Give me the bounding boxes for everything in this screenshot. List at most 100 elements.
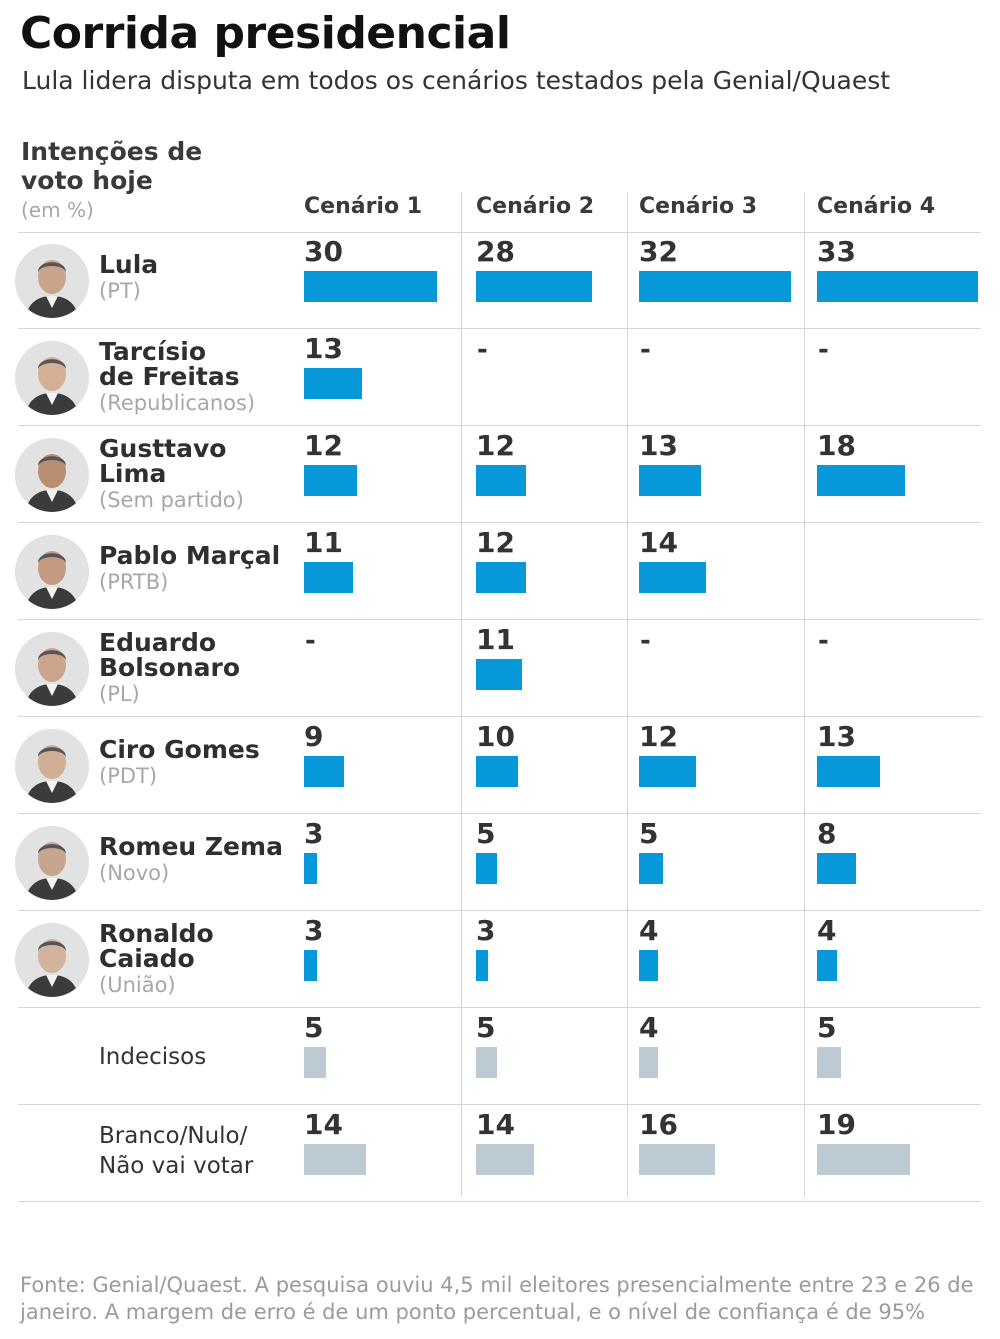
row-divider xyxy=(18,1104,981,1105)
bar xyxy=(476,853,497,884)
candidate-name-line: Ronaldo xyxy=(99,919,214,948)
bar xyxy=(817,1047,841,1078)
value-label: 14 xyxy=(639,526,678,559)
candidate-name-line: Caiado xyxy=(99,944,195,973)
value-label: 5 xyxy=(476,1011,496,1044)
value-label: 13 xyxy=(304,332,343,365)
caiado-photo-icon xyxy=(15,923,89,997)
bar xyxy=(304,1047,326,1078)
bar xyxy=(817,756,880,787)
source-note: Fonte: Genial/Quaest. A pesquisa ouviu 4… xyxy=(20,1273,974,1324)
row-label: Branco/Nulo/Não vai votar xyxy=(99,1121,253,1181)
lula-photo-icon xyxy=(15,244,89,318)
candidate-name-line: Lula xyxy=(99,250,159,279)
bar xyxy=(817,950,837,981)
bar xyxy=(476,465,526,496)
value-label: 30 xyxy=(304,235,343,268)
value-label: 10 xyxy=(476,720,515,753)
candidate-name-line: Bolsonaro xyxy=(99,653,241,682)
gusttavo-photo-icon xyxy=(15,438,89,512)
bar xyxy=(639,465,701,496)
no-data-dash: - xyxy=(818,626,829,656)
value-label: 12 xyxy=(476,429,515,462)
no-data-dash: - xyxy=(818,335,829,365)
candidate-party: (PDT) xyxy=(99,764,158,788)
value-label: 5 xyxy=(304,1011,324,1044)
candidate-party: (PT) xyxy=(99,279,141,303)
row-label-line: Não vai votar xyxy=(99,1153,254,1179)
value-label: 18 xyxy=(817,429,856,462)
candidate-name-line: de Freitas xyxy=(99,362,240,391)
bar xyxy=(476,1047,497,1078)
bar xyxy=(817,465,905,496)
bar xyxy=(639,950,658,981)
row-divider xyxy=(18,425,981,426)
bar xyxy=(304,368,362,399)
candidate-name-line: Gusttavo xyxy=(99,434,227,463)
value-label: 13 xyxy=(639,429,678,462)
bar xyxy=(476,1144,534,1175)
row-divider xyxy=(18,716,981,717)
candidate-name-line: Ciro Gomes xyxy=(99,735,260,764)
candidate-name: Tarcísio de Freitas xyxy=(99,339,240,389)
row-divider xyxy=(18,232,981,233)
value-label: 16 xyxy=(639,1108,678,1141)
value-label: 12 xyxy=(476,526,515,559)
candidate-name-line: Romeu Zema xyxy=(99,832,283,861)
bar xyxy=(476,756,518,787)
row-label-line: Indecisos xyxy=(99,1044,207,1070)
bar xyxy=(639,1047,658,1078)
candidate-party: (União) xyxy=(99,973,176,997)
candidate-name: Pablo Marçal xyxy=(99,543,280,568)
candidate-party: (Sem partido) xyxy=(99,488,244,512)
value-label: 8 xyxy=(817,817,837,850)
chart-subtitle: Lula lidera disputa em todos os cenários… xyxy=(22,66,891,95)
value-label: 5 xyxy=(639,817,659,850)
value-label: 33 xyxy=(817,235,856,268)
scenario-header-2: Cenário 2 xyxy=(476,194,595,219)
candidate-name: Romeu Zema xyxy=(99,834,283,859)
value-label: 3 xyxy=(304,817,324,850)
candidate-party: (PL) xyxy=(99,682,140,706)
bar xyxy=(639,562,706,593)
value-label: 12 xyxy=(304,429,343,462)
chart-title: Corrida presidencial xyxy=(20,8,511,59)
no-data-dash: - xyxy=(477,335,488,365)
zema-photo-icon xyxy=(15,826,89,900)
candidate-party: (Republicanos) xyxy=(99,391,256,415)
bar xyxy=(304,465,357,496)
row-divider xyxy=(18,910,981,911)
ciro-photo-icon xyxy=(15,729,89,803)
candidate-name: Eduardo Bolsonaro xyxy=(99,630,240,680)
value-label: 5 xyxy=(817,1011,837,1044)
marcal-photo-icon xyxy=(15,535,89,609)
y-axis-label: Intenções de voto hoje xyxy=(21,137,203,195)
row-label-line: Branco/Nulo/ xyxy=(99,1123,248,1149)
no-data-dash: - xyxy=(640,335,651,365)
bar xyxy=(476,659,522,690)
bar xyxy=(476,562,526,593)
row-divider xyxy=(18,619,981,620)
column-divider xyxy=(627,192,628,1197)
column-divider xyxy=(461,192,462,1197)
eduardo-photo-icon xyxy=(15,632,89,706)
value-label: 14 xyxy=(304,1108,343,1141)
candidate-name-line: Tarcísio xyxy=(99,337,207,366)
bar xyxy=(639,271,791,302)
scenario-header-1: Cenário 1 xyxy=(304,194,423,219)
candidate-party: (Novo) xyxy=(99,861,170,885)
bar xyxy=(304,271,437,302)
bar xyxy=(817,853,856,884)
value-label: 9 xyxy=(304,720,324,753)
bar xyxy=(476,950,488,981)
bar xyxy=(639,756,696,787)
bar xyxy=(304,562,353,593)
candidate-name-line: Eduardo xyxy=(99,628,217,657)
value-label: 32 xyxy=(639,235,678,268)
no-data-dash: - xyxy=(305,626,316,656)
row-label: Indecisos xyxy=(99,1042,206,1072)
value-label: 3 xyxy=(304,914,324,947)
scenario-header-3: Cenário 3 xyxy=(639,194,758,219)
candidate-name: Ronaldo Caiado xyxy=(99,921,214,971)
value-label: 4 xyxy=(639,1011,659,1044)
